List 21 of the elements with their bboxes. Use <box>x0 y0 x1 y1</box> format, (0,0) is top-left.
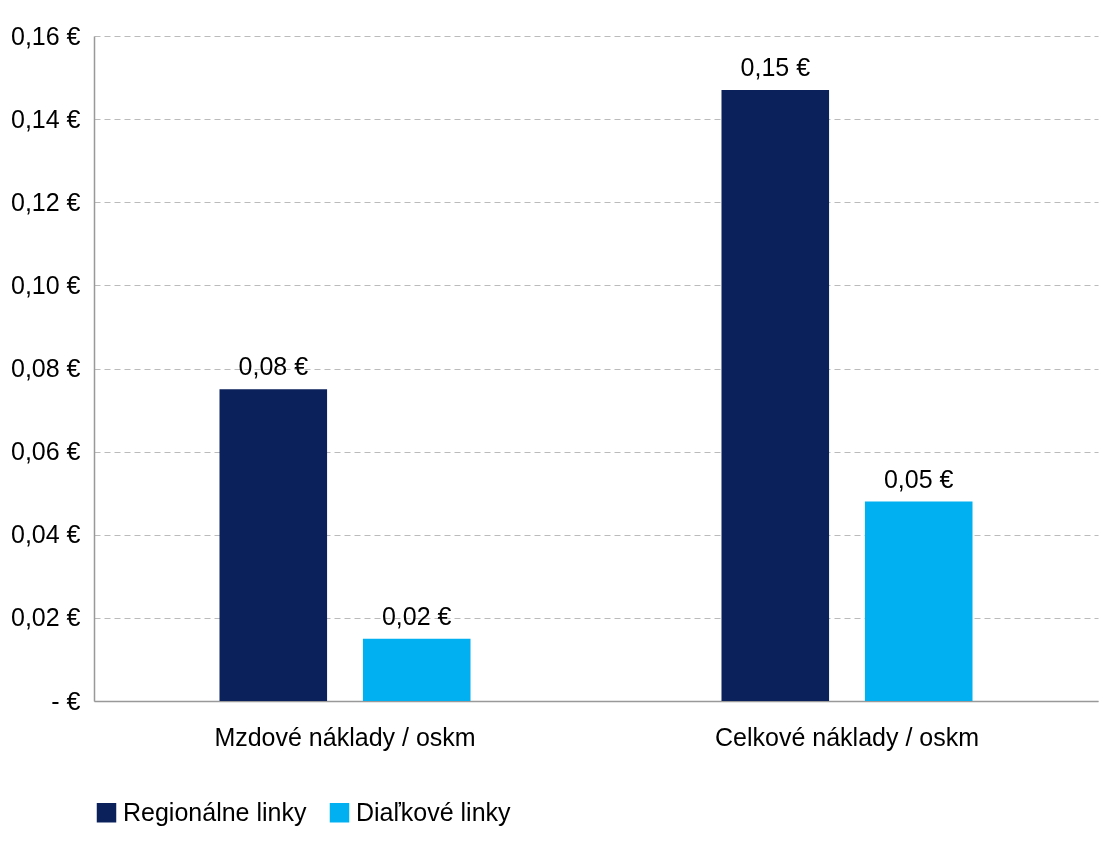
y-tick-label: 0,02 € <box>10 603 81 632</box>
bar <box>721 90 830 701</box>
bar <box>219 389 328 701</box>
y-tick-label: 0,12 € <box>10 187 81 216</box>
y-tick-label: 0,08 € <box>10 354 81 382</box>
bar <box>362 638 471 701</box>
data-label: 0,02 € <box>381 601 452 630</box>
data-label: 0,15 € <box>740 53 811 82</box>
y-tick-label: 0,04 € <box>10 520 81 549</box>
legend-label: Regionálne linky <box>123 797 307 826</box>
x-tick-label: Celkové náklady / oskm <box>714 722 980 751</box>
data-label: 0,05 € <box>883 464 954 493</box>
y-tick-label: - € <box>51 686 81 715</box>
y-tick-label: 0,16 € <box>10 21 81 50</box>
x-tick-label: Mzdové náklady / oskm <box>214 722 476 751</box>
y-tick-label: 0,06 € <box>10 437 81 466</box>
bar <box>864 501 973 701</box>
legend-label: Diaľkové linky <box>356 797 512 826</box>
y-tick-label: 0,10 € <box>10 270 81 299</box>
y-tick-label: 0,14 € <box>10 104 81 133</box>
data-label: 0,08 € <box>238 352 309 381</box>
